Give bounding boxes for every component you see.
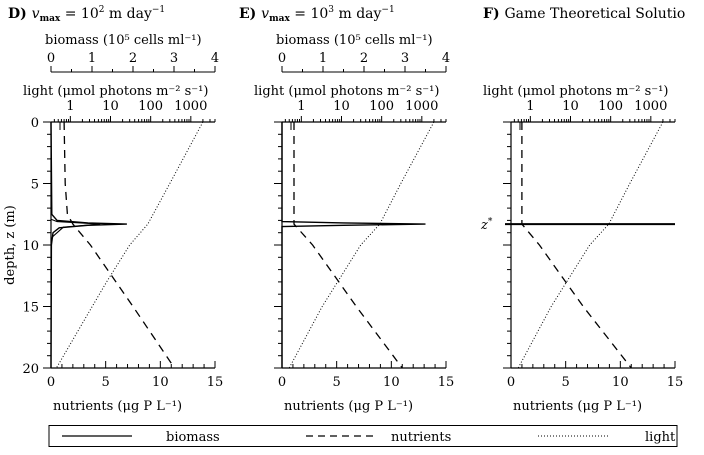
vmax-symbol: v [261,6,269,22]
biomass-line [281,122,426,368]
vmax-subscript: max [40,14,61,24]
light-line [55,121,204,369]
title-equals: = 10 [60,6,98,22]
light-axis-label: light (μmol photons m⁻² s⁻¹) [23,84,208,99]
nutrient-tick-label: 0 [507,375,515,390]
panel-F: F) Game Theoretical Solutio light (μmol p… [480,6,685,414]
biomass-axis-label: biomass (10⁵ cells ml⁻¹) [276,33,433,48]
light-tick-label: 1 [297,99,305,114]
light-tick-label: 100 [138,99,163,114]
light-tick-label: 1 [526,99,534,114]
biomass-line [50,121,127,369]
panel-title: F) Game Theoretical Solutio [483,6,685,22]
legend-box [48,425,678,447]
biomass-tick-label: 3 [401,51,409,66]
biomass-tick-label: 0 [278,51,286,66]
nutrients-line [293,122,403,369]
light-axis-label: light (μmol photons m⁻² s⁻¹) [483,84,668,99]
light-line [288,121,435,369]
nutrient-tick-label: 15 [207,375,224,390]
title-unit-exponent: −1 [381,5,394,15]
nutrient-tick-label: 10 [383,375,400,390]
nutrient-tick-label: 10 [612,375,629,390]
biomass-tick-label: 1 [88,51,96,66]
biomass-tick-label: 2 [129,51,137,66]
legend-nutrients-label: nutrients [391,430,451,445]
biomass-tick-label: 4 [211,51,219,66]
depth-tick-label: 10 [22,239,39,254]
depth-axis-label: depth, z (m) [3,205,18,285]
light-line [517,121,664,369]
title-unit-exponent: −1 [152,5,165,15]
biomass-tick-label: 1 [319,51,327,66]
title-exponent: 3 [328,5,334,15]
nutrient-tick-label: 5 [562,375,570,390]
light-tick-label: 100 [369,99,394,114]
nutrients-line [521,122,632,369]
panel-title: D) vmax = 102 m day−1 [8,5,165,24]
biomass-tick-label: 0 [47,51,55,66]
depth-tick-label: 5 [31,178,39,193]
light-tick-label: 10 [102,99,119,114]
legend: biomass nutrients light [48,425,678,447]
light-tick-label: 1000 [634,99,667,114]
legend-biomass-label: biomass [166,430,220,445]
panel-letter: E) [239,6,261,22]
vmax-subscript: max [269,14,290,24]
depth-tick-label: 15 [22,301,39,316]
panel-title: E) vmax = 103 m day−1 [239,5,395,24]
title-exponent: 2 [99,5,105,15]
panel-letter: D) [8,6,32,22]
light-tick-label: 10 [333,99,350,114]
light-tick-label: 1000 [174,99,207,114]
depth-tick-label: 20 [22,362,39,377]
zstar-z: z [480,218,488,233]
nutrient-tick-label: 5 [102,375,110,390]
nutrient-tick-label: 10 [152,375,169,390]
nutrient-axis-label: nutrients (μg P L⁻¹) [513,399,642,414]
vmax-symbol: v [32,6,40,22]
biomass-axis-label: biomass (10⁵ cells ml⁻¹) [45,33,202,48]
biomass-tick-label: 2 [360,51,368,66]
biomass-line-secondary [50,218,101,241]
light-tick-label: 1000 [405,99,438,114]
nutrient-tick-label: 15 [667,375,684,390]
title-equals: = 10 [290,6,328,22]
panel-title-text: Game Theoretical Solutio [504,6,685,22]
legend-light-label: light [645,430,676,445]
zstar-star: * [488,217,493,227]
zstar-label: z* [480,217,493,233]
nutrient-tick-label: 5 [333,375,341,390]
light-tick-label: 10 [562,99,579,114]
light-tick-label: 100 [598,99,623,114]
depth-tick-label: 0 [31,116,39,131]
nutrients-line [63,121,176,369]
light-axis-label: light (μmol photons m⁻² s⁻¹) [254,84,439,99]
nutrient-axis-label: nutrients (μg P L⁻¹) [53,399,182,414]
title-unit: m day [334,6,381,22]
light-tick-label: 1 [66,99,74,114]
nutrient-axis-label: nutrients (μg P L⁻¹) [284,399,413,414]
nutrient-tick-label: 0 [47,375,55,390]
nutrient-tick-label: 15 [438,375,455,390]
biomass-tick-label: 4 [442,51,450,66]
title-unit: m day [104,6,151,22]
biomass-tick-label: 3 [170,51,178,66]
nutrient-tick-label: 0 [278,375,286,390]
panel-letter: F) [483,6,504,22]
